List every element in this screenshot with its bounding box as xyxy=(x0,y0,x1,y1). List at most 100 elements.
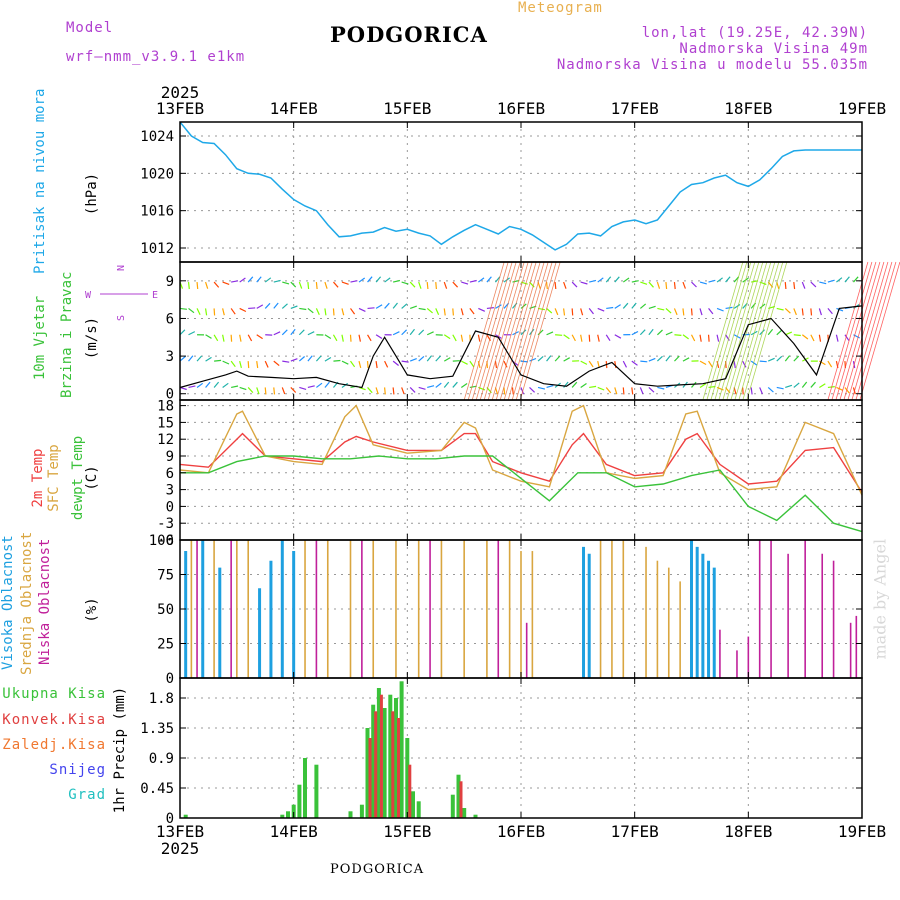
cloud-tick-label: 100 xyxy=(149,533,174,549)
wind-arrow xyxy=(810,281,817,288)
wind-arrow xyxy=(273,279,281,283)
wind-arrow xyxy=(281,329,288,336)
wind-arrow xyxy=(187,282,190,290)
wind-tick-label: 3 xyxy=(166,349,174,365)
wind-arrow xyxy=(665,307,672,314)
wind-hatch-line xyxy=(847,261,889,401)
wind-arrow xyxy=(725,276,731,283)
precip-conv-bar xyxy=(374,711,378,818)
wind-arrow xyxy=(469,279,477,283)
wind-arrow xyxy=(401,303,408,309)
wind-arrow xyxy=(409,281,416,288)
wind-arrow xyxy=(426,282,429,290)
wind-tick-label: 0 xyxy=(166,387,174,403)
temp-tick-label: 9 xyxy=(166,449,174,465)
wind-arrow xyxy=(554,282,557,290)
wind-arrow xyxy=(810,381,816,388)
wind-arrow xyxy=(248,307,256,310)
wind-arrow xyxy=(571,308,574,316)
wind-arrow xyxy=(691,381,697,388)
wind-arrow xyxy=(793,334,801,337)
wind-arrow xyxy=(188,307,195,314)
wind-arrow xyxy=(384,302,390,309)
wind-hatch-line xyxy=(475,261,517,401)
wind-arrow xyxy=(239,360,242,369)
precip-conv-bar xyxy=(379,694,383,818)
wind-arrow xyxy=(716,334,720,342)
wind-arrow xyxy=(392,331,400,336)
wind-hatch-line xyxy=(859,261,900,401)
wind-arrow xyxy=(614,387,618,395)
wind-arrow xyxy=(844,276,850,283)
wind-arrow xyxy=(588,334,591,342)
model-label: Model xyxy=(66,20,114,36)
meteogram-label: Meteogram xyxy=(518,0,603,16)
wind-arrow xyxy=(230,308,236,315)
precip-total-bar xyxy=(399,681,404,818)
wind-arrow xyxy=(597,334,600,342)
wind-hatch-line xyxy=(722,261,764,401)
wind-arrow xyxy=(282,281,290,285)
wind-arrow xyxy=(511,387,514,395)
wind-arrow xyxy=(443,308,446,316)
wind-arrow xyxy=(733,304,741,309)
precip-conv-bar xyxy=(391,711,395,818)
wind-hatch-line xyxy=(503,261,545,401)
wind-hatch-line xyxy=(511,261,553,401)
wind-arrow xyxy=(486,276,492,283)
wind-arrow xyxy=(784,307,791,314)
wind-arrow xyxy=(819,281,827,285)
time-label-bottom: 18FEB xyxy=(724,822,772,841)
wind-arrow xyxy=(435,308,440,316)
wind-arrow xyxy=(733,361,736,369)
pressure-tick-label: 1016 xyxy=(140,204,174,220)
wind-arrow xyxy=(392,279,401,283)
wind-arrow xyxy=(367,276,373,283)
wind-arrow xyxy=(264,302,271,309)
precip-total-bar xyxy=(359,804,364,818)
wind-arrow xyxy=(315,308,320,316)
wind-arrow xyxy=(443,381,450,388)
precip-total-bar xyxy=(450,794,455,818)
wind-arrow xyxy=(836,386,844,391)
wind-arrow xyxy=(580,360,588,365)
wind-arrow xyxy=(784,355,791,362)
wind-arrow xyxy=(213,334,219,342)
wind-arrow xyxy=(460,334,464,342)
precip-total-bar xyxy=(286,811,290,818)
wind-arrow xyxy=(793,308,797,316)
time-label-top: 14FEB xyxy=(270,99,318,118)
wind-arrow xyxy=(699,360,707,366)
wind-arrow xyxy=(725,306,733,310)
wind-arrow xyxy=(273,302,279,309)
wind-arrow xyxy=(435,355,441,362)
wind-arrow xyxy=(204,308,208,316)
wind-arrow xyxy=(716,360,720,369)
precip-total-bar xyxy=(382,708,387,818)
wind-hatch xyxy=(827,261,900,401)
wind-arrow xyxy=(461,281,469,285)
precip-conv-bar xyxy=(408,764,412,818)
wind-arrow xyxy=(315,355,322,362)
wind-arrow xyxy=(418,386,426,390)
time-label-bottom: 19FEB xyxy=(838,822,886,841)
wind-arrow xyxy=(699,383,707,388)
chart-gridlines xyxy=(180,122,862,819)
wind-arrow xyxy=(214,359,222,362)
cloud-tick-label: 0 xyxy=(166,671,174,687)
wind-hatch-line xyxy=(495,261,537,401)
wind-arrow xyxy=(358,307,366,312)
wind-arrow xyxy=(452,381,458,388)
wind-arrow xyxy=(588,308,594,315)
precip-total-bar xyxy=(376,688,381,818)
wind-arrow xyxy=(827,308,833,315)
precip-total-bar xyxy=(314,764,319,818)
wind-arrow xyxy=(648,357,656,362)
wind-arrow xyxy=(469,308,475,315)
wind-arrow xyxy=(478,307,486,312)
wind-arrow xyxy=(606,306,614,310)
wind-arrow xyxy=(554,355,561,362)
wind-arrow xyxy=(580,281,588,285)
wind-arrow xyxy=(307,282,310,290)
temp-dewpt-line xyxy=(180,455,863,533)
